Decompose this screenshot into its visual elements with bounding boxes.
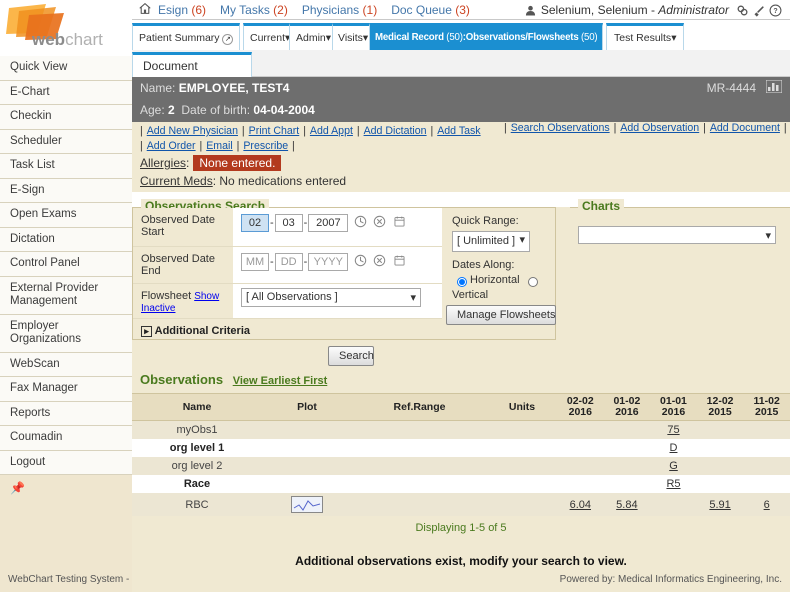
svg-text:?: ?	[773, 9, 777, 16]
